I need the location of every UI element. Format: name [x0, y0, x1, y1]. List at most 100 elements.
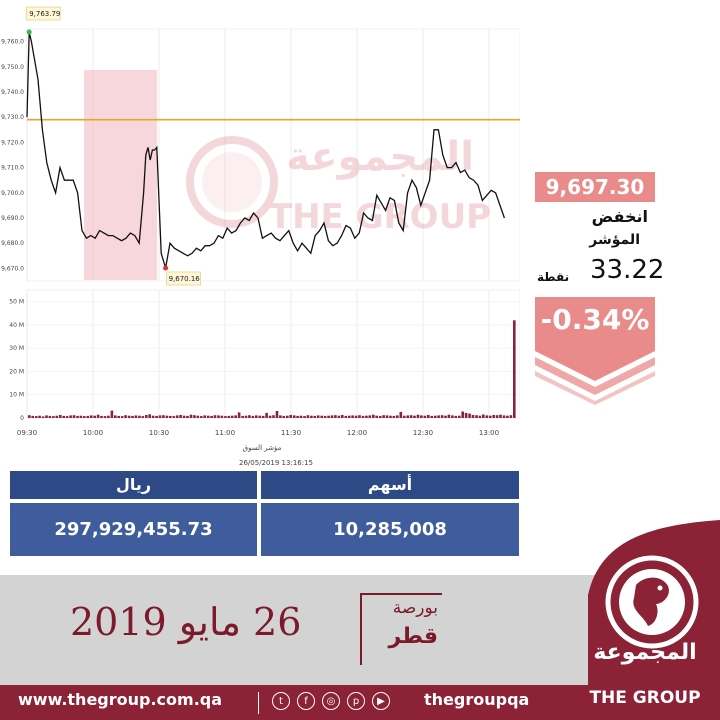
down-chevrons-icon [535, 343, 655, 405]
high-label: 9,763.79 [25, 6, 61, 21]
volume-bar [358, 415, 361, 418]
volume-bar [179, 415, 182, 418]
header-riyal: ريال [10, 471, 257, 499]
volume-y-tick-2: 20 M [9, 368, 24, 375]
chart-area: المجموعة THE GROUP 9,670.0 9,680.0 9,690.0… [0, 0, 520, 470]
volume-bar [471, 415, 475, 418]
volume-bar [234, 415, 237, 418]
volume-bar [138, 415, 141, 418]
volume-bar [169, 415, 172, 418]
volume-bar [409, 415, 413, 418]
volume-bar [482, 414, 485, 418]
social-handle[interactable]: thegroupqa [424, 690, 530, 709]
volume-bar [193, 415, 196, 418]
volume-bar [151, 415, 155, 418]
watermark-english: THE GROUP [269, 197, 491, 237]
volume-bar [413, 415, 416, 418]
volume-bar [31, 415, 34, 418]
volume-bar [28, 415, 31, 418]
volume-bar [310, 415, 313, 418]
volume-bar [182, 415, 186, 418]
volume-bar [172, 416, 176, 418]
x-tick-7: 13:00 [479, 429, 499, 437]
volume-bar [385, 415, 389, 418]
volume-bar [420, 415, 423, 418]
volume-bar [299, 415, 303, 418]
volume-chart: 0 10 M 20 M 30 M 40 M 50 M 09:30 10:00 10:30 11:… [9, 289, 520, 467]
volume-bar [48, 415, 52, 418]
volume-bar [344, 415, 348, 418]
volume-bar [365, 415, 368, 418]
volume-bar [502, 415, 506, 418]
x-tick-2: 10:30 [149, 429, 169, 437]
volume-bar [382, 415, 385, 418]
volume-bar [100, 415, 103, 418]
points-unit: نقطة [537, 270, 570, 284]
volume-bar [323, 415, 327, 418]
volume-bar [461, 411, 464, 418]
volume-bar [416, 414, 420, 418]
high-dot [26, 29, 32, 35]
volume-bar [196, 415, 200, 418]
volume-bar [72, 415, 76, 418]
current-price: 9,697.30 [535, 172, 655, 202]
volume-bar [303, 416, 306, 418]
volume-bar [337, 415, 341, 418]
volume-bar [103, 416, 107, 418]
price-y-tick-1: 9,680.0 [1, 240, 24, 247]
price-y-tick-2: 9,690.0 [1, 215, 24, 222]
price-line [26, 31, 506, 269]
price-y-tick-6: 9,730.0 [1, 114, 24, 121]
price-y-tick-4: 9,710.0 [1, 165, 24, 172]
volume-bar [396, 415, 399, 418]
volume-bar [464, 412, 468, 418]
volume-bar [454, 415, 458, 418]
volume-bar [402, 415, 406, 418]
value-shares: 10,285,008 [261, 503, 519, 556]
youtube-icon[interactable]: ▶ [372, 692, 390, 710]
volume-bar [34, 416, 38, 418]
volume-bar [327, 415, 330, 418]
watermark-arabic: المجموعة [286, 134, 474, 180]
volume-bar [268, 415, 272, 418]
volume-bar [189, 414, 193, 418]
qatar-word: قطر [388, 624, 438, 649]
volume-bar [306, 415, 310, 418]
volume-bar [158, 415, 162, 418]
facebook-icon[interactable]: f [297, 692, 315, 710]
volume-bar [313, 415, 317, 418]
volume-bar [406, 415, 409, 418]
website-link[interactable]: www.thegroup.com.qa [18, 690, 223, 709]
volume-bar [155, 415, 158, 418]
x-tick-5: 12:00 [347, 429, 367, 437]
volume-bar [237, 412, 241, 418]
volume-bar [76, 415, 79, 418]
volume-bar [427, 415, 430, 418]
chart-timestamp: 26/05/2019 13:16:15 [239, 459, 313, 467]
volume-y-tick-3: 30 M [9, 345, 24, 352]
volume-bar [69, 415, 72, 418]
volume-bar [79, 415, 83, 418]
price-y-tick-0: 9,670.0 [1, 265, 24, 272]
volume-bar [148, 414, 151, 418]
volume-bar [296, 415, 299, 418]
volume-bar [265, 412, 268, 418]
volume-bar [203, 415, 206, 418]
volume-bar [423, 415, 427, 418]
pinterest-icon[interactable]: p [347, 692, 365, 710]
volume-bar [261, 415, 265, 418]
volume-bar [55, 415, 59, 418]
volume-bar [292, 415, 296, 418]
index-label: المؤشر [589, 232, 640, 248]
volume-bar [392, 415, 396, 418]
volume-bar [120, 416, 124, 418]
volume-xlabel: مؤشر السوق [243, 444, 282, 452]
instagram-icon[interactable]: ◎ [322, 692, 340, 710]
twitter-icon[interactable]: t [272, 692, 290, 710]
volume-bar [334, 415, 337, 418]
points-change: 33.22 [590, 255, 665, 285]
volume-bar [213, 415, 217, 418]
bourse-word: بورصة [392, 598, 438, 618]
volume-bar [433, 415, 437, 418]
highlight-window [84, 70, 157, 280]
